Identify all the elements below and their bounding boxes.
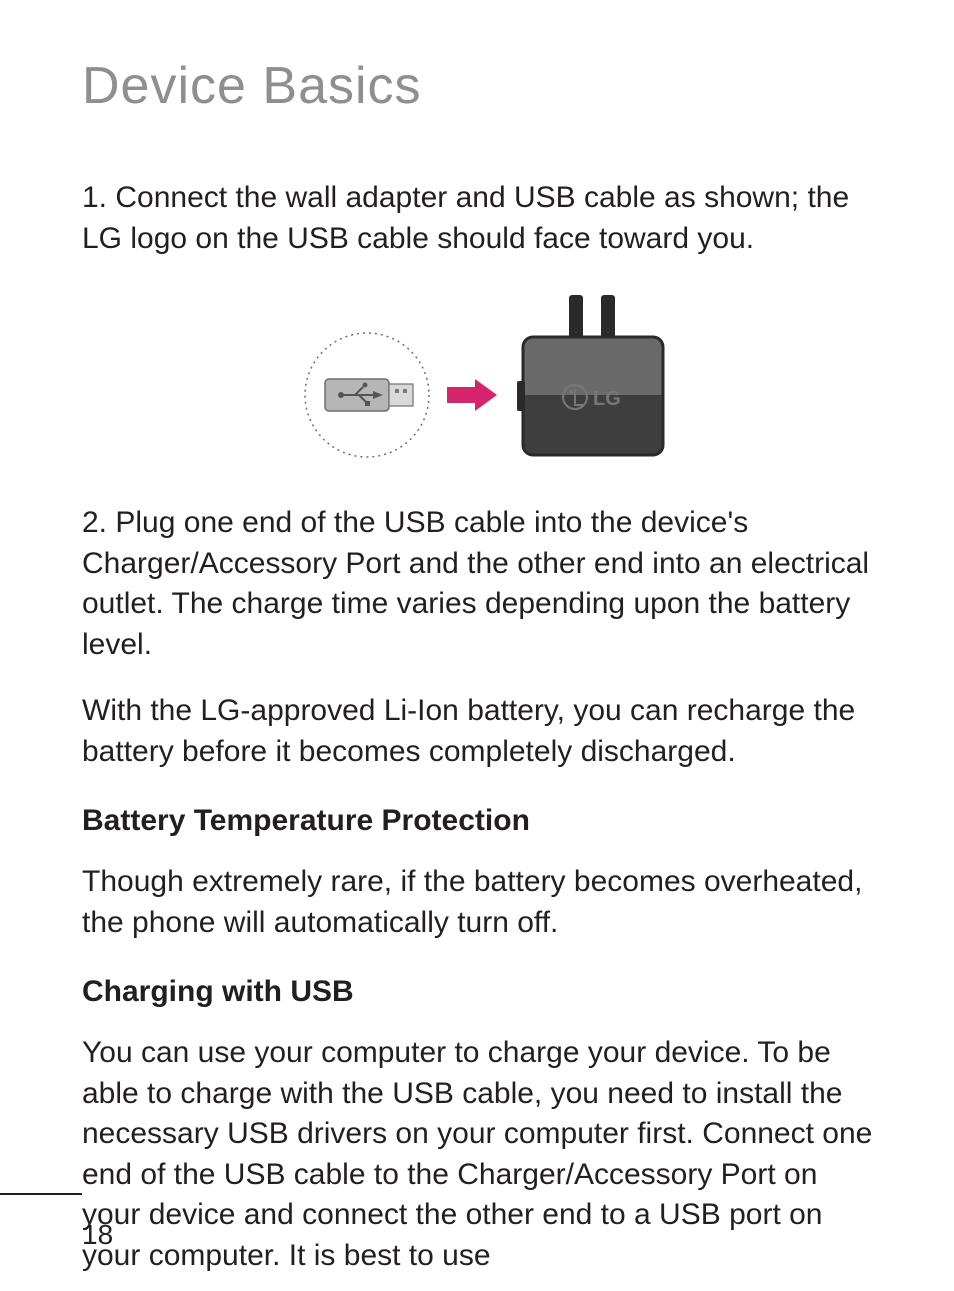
chapter-title: Device Basics [82, 56, 876, 116]
usb-connector-icon [325, 379, 413, 411]
step-1: 1. Connect the wall adapter and USB cabl… [82, 178, 876, 259]
battery-temp-heading: Battery Temperature Protection [82, 804, 876, 838]
usb-charging-text: You can use your computer to charge your… [82, 1033, 876, 1276]
li-ion-note: With the LG-approved Li-Ion battery, you… [82, 691, 876, 772]
step-1-text: Connect the wall adapter and USB cable a… [82, 181, 849, 255]
charger-illustration-svg: LG [279, 283, 679, 473]
lg-logo-text: LG [593, 388, 621, 410]
arrow-icon [447, 379, 497, 411]
usb-charging-heading: Charging with USB [82, 975, 876, 1009]
page-number: 18 [82, 1219, 113, 1251]
step-2-text: Plug one end of the USB cable into the d… [82, 506, 869, 661]
step-1-number: 1. [82, 181, 107, 214]
wall-adapter-icon: LG [517, 295, 663, 455]
footer-rule [0, 1193, 82, 1195]
battery-temp-text: Though extremely rare, if the battery be… [82, 862, 876, 943]
step-2-number: 2. [82, 506, 107, 539]
step-2: 2. Plug one end of the USB cable into th… [82, 503, 876, 665]
charger-figure: LG [82, 283, 876, 473]
